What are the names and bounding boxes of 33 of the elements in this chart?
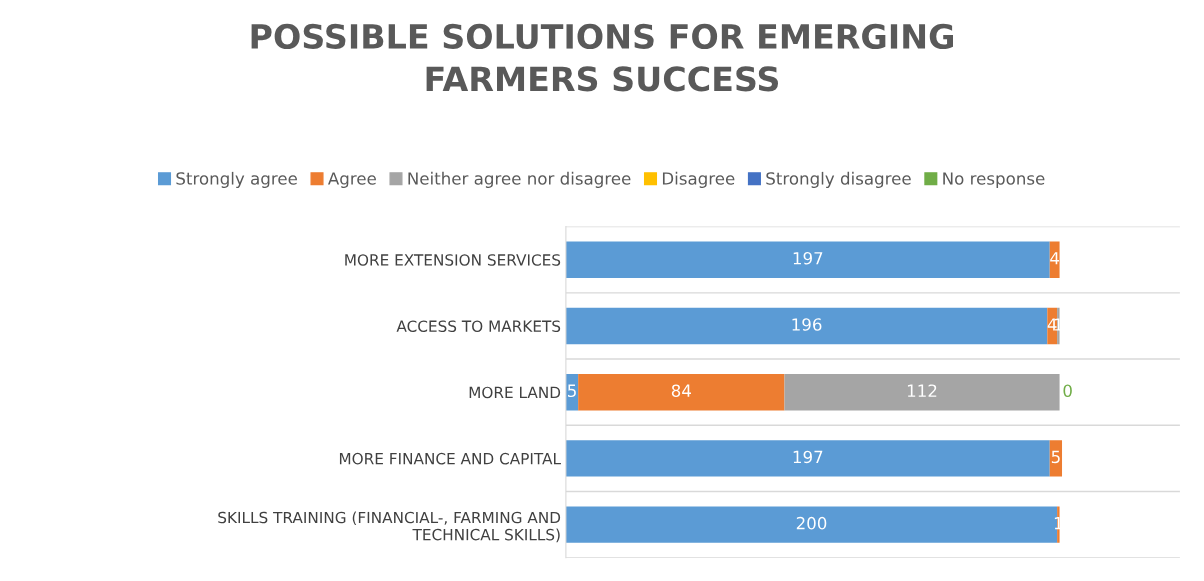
y-tick-label: MORE LAND: [469, 386, 561, 399]
bar: [578, 373, 785, 411]
data-label: 197: [793, 251, 823, 265]
bar: [565, 506, 1058, 543]
legend-label: Neither agree nor disagree: [408, 171, 631, 188]
bar: [565, 307, 1048, 345]
bar: [1049, 440, 1063, 477]
data-label: 4: [1050, 252, 1060, 265]
data-label: 5: [568, 384, 576, 398]
legend-label: Disagree: [662, 171, 735, 188]
y-tick-label: ACCESS TO MARKETS: [396, 320, 561, 332]
data-label: 197: [793, 450, 823, 464]
bar: [784, 373, 1060, 411]
y-tick-label: MORE EXTENSION SERVICES: [345, 254, 561, 266]
y-tick-label: MORE FINANCE AND CAPITAL: [339, 452, 561, 465]
bar: [1057, 307, 1060, 345]
chart-title: POSSIBLE SOLUTIONS FOR EMERGING FARMERS SUCCESS: [251, 23, 953, 92]
bar: [1049, 241, 1060, 278]
data-label: 112: [907, 384, 937, 397]
legend-label: Strongly disagree: [766, 171, 911, 188]
y-tick-label: SKILLS TRAINING (FINANCIAL-, FARMING AND TECHNICAL SKILLS): [218, 511, 561, 543]
data-label: 84: [671, 384, 691, 398]
bar: [1057, 506, 1060, 543]
legend-label: No response: [943, 172, 1045, 188]
legend-label: Strongly agree: [176, 171, 297, 188]
bar: [565, 440, 1050, 477]
data-label: 4: [1047, 318, 1057, 331]
bar: [565, 241, 1050, 278]
data-label: 200: [796, 516, 827, 530]
data-label: 0: [1063, 384, 1072, 398]
data-label: 5: [1051, 450, 1060, 464]
data-label: 196: [792, 318, 822, 331]
legend-label: Agree: [327, 172, 376, 188]
